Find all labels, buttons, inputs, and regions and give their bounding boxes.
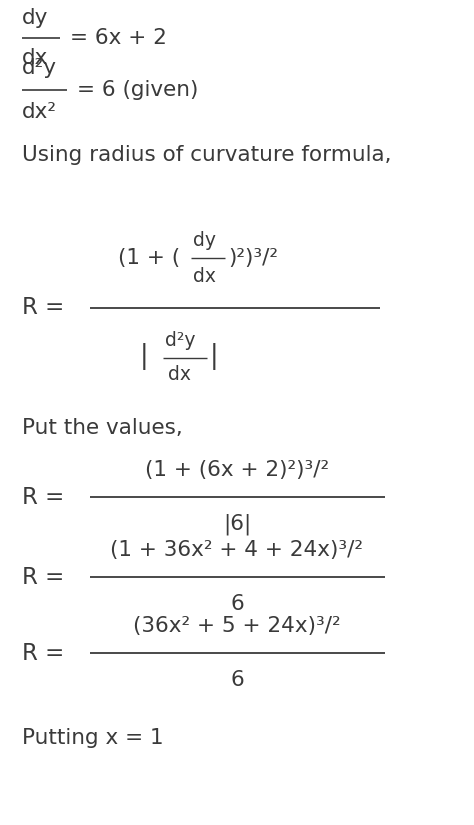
- Text: d²y: d²y: [165, 332, 195, 351]
- Text: dx²: dx²: [22, 102, 57, 122]
- Text: dx: dx: [193, 266, 216, 285]
- Text: (1 + (6x + 2)²)³/²: (1 + (6x + 2)²)³/²: [145, 460, 329, 480]
- Text: 6: 6: [230, 670, 244, 690]
- Text: 6: 6: [230, 594, 244, 614]
- Text: R =: R =: [22, 565, 64, 588]
- Text: dx: dx: [22, 48, 48, 68]
- Text: Using radius of curvature formula,: Using radius of curvature formula,: [22, 145, 392, 165]
- Text: |: |: [140, 342, 149, 370]
- Text: dy: dy: [193, 230, 216, 249]
- Text: R =: R =: [22, 642, 64, 664]
- Text: R =: R =: [22, 485, 64, 508]
- Text: (1 + (: (1 + (: [118, 248, 180, 268]
- Text: Put the values,: Put the values,: [22, 418, 183, 438]
- Text: (36x² + 5 + 24x)³/²: (36x² + 5 + 24x)³/²: [133, 616, 341, 636]
- Text: d²y: d²y: [22, 58, 57, 78]
- Text: Putting x = 1: Putting x = 1: [22, 728, 164, 748]
- Text: dx: dx: [168, 365, 191, 384]
- Text: )²)³/²: )²)³/²: [228, 248, 278, 268]
- Text: = 6 (given): = 6 (given): [77, 80, 199, 100]
- Text: = 6x + 2: = 6x + 2: [70, 28, 167, 48]
- Text: |: |: [210, 342, 219, 370]
- Text: dy: dy: [22, 8, 48, 28]
- Text: |6|: |6|: [223, 513, 251, 535]
- Text: R =: R =: [22, 296, 64, 319]
- Text: (1 + 36x² + 4 + 24x)³/²: (1 + 36x² + 4 + 24x)³/²: [110, 540, 364, 560]
